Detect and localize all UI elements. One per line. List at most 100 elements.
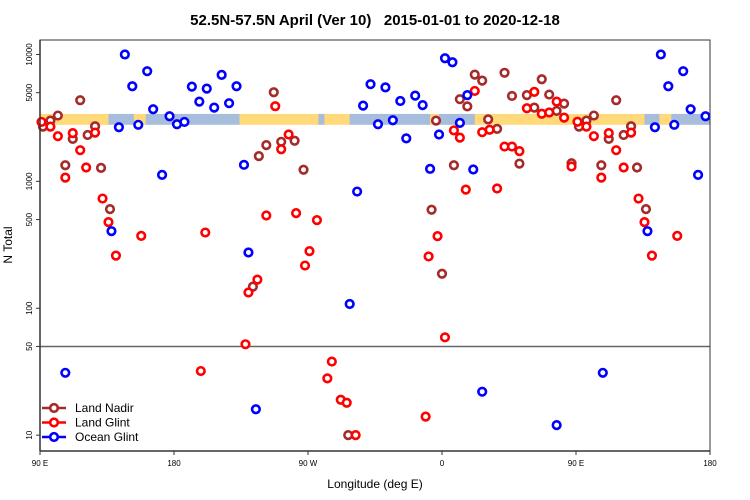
chart-title: 52.5N-57.5N April (Ver 10) 2015-01-01 to… xyxy=(190,12,560,29)
data-point xyxy=(672,230,683,241)
data-point xyxy=(60,367,71,378)
data-point xyxy=(611,145,622,156)
data-point xyxy=(261,140,272,151)
data-point xyxy=(462,90,473,101)
data-point xyxy=(95,162,107,173)
data-point xyxy=(231,81,242,92)
data-point xyxy=(499,67,510,78)
data-point xyxy=(477,75,488,86)
series-land-glint xyxy=(36,85,683,441)
data-point xyxy=(611,95,622,106)
data-point xyxy=(133,119,144,130)
data-point xyxy=(506,90,518,102)
data-point xyxy=(186,81,197,92)
data-point xyxy=(603,128,614,139)
data-point xyxy=(454,117,465,128)
legend-marker-icon xyxy=(48,431,60,443)
data-point xyxy=(685,104,696,115)
data-point xyxy=(289,135,300,146)
data-point xyxy=(357,100,369,111)
data-point xyxy=(261,210,272,221)
data-point xyxy=(75,145,86,156)
data-point xyxy=(640,204,652,215)
data-point xyxy=(597,367,608,378)
legend-item: Land Nadir xyxy=(42,401,134,415)
data-point xyxy=(401,133,412,144)
data-point xyxy=(669,119,680,130)
data-point xyxy=(420,411,431,422)
data-point xyxy=(195,365,206,377)
data-point xyxy=(558,112,570,123)
data-point xyxy=(484,124,495,135)
data-point xyxy=(341,397,352,408)
data-point xyxy=(514,146,525,157)
legend-item: Land Glint xyxy=(42,416,130,430)
data-point xyxy=(536,74,547,85)
data-point xyxy=(506,141,518,152)
data-point xyxy=(678,66,689,77)
data-point xyxy=(448,160,460,171)
data-point xyxy=(625,127,637,138)
y-axis: 10 50 100 500 1000 5000 10000 xyxy=(25,40,41,451)
series-ocean-glint xyxy=(60,49,711,431)
legend-marker-icon xyxy=(48,417,60,428)
legend-label: Land Glint xyxy=(75,416,130,430)
data-point xyxy=(551,419,562,431)
data-point xyxy=(110,250,122,261)
data-point xyxy=(447,57,458,68)
data-point xyxy=(646,250,658,261)
y-tick-label: 50 xyxy=(25,341,34,350)
data-point xyxy=(468,164,479,175)
data-point xyxy=(304,246,315,257)
data-point xyxy=(299,260,311,271)
data-point xyxy=(350,430,361,441)
data-point xyxy=(156,169,168,180)
data-point xyxy=(201,83,212,94)
data-point xyxy=(639,217,650,228)
plot-frame xyxy=(39,39,711,452)
band-segment-ocean xyxy=(145,113,241,125)
data-point xyxy=(692,169,704,180)
data-point xyxy=(253,151,264,162)
data-point xyxy=(268,87,279,98)
data-point xyxy=(448,125,460,136)
data-point xyxy=(298,164,309,175)
data-point xyxy=(243,247,254,258)
data-point xyxy=(588,131,599,142)
data-point xyxy=(572,116,583,127)
data-point xyxy=(424,163,436,174)
y-tick-label: 5000 xyxy=(25,83,34,101)
data-point xyxy=(700,111,711,122)
data-point xyxy=(477,386,488,397)
data-point xyxy=(243,287,254,298)
data-point xyxy=(250,404,261,415)
data-point xyxy=(52,110,63,121)
data-point xyxy=(439,332,451,343)
data-point xyxy=(372,119,384,130)
data-point xyxy=(423,251,434,262)
data-point xyxy=(60,160,71,171)
data-point xyxy=(106,226,117,237)
data-point xyxy=(164,111,175,122)
data-point xyxy=(290,208,302,219)
data-point xyxy=(649,122,661,133)
data-point xyxy=(113,122,125,133)
data-point xyxy=(454,132,465,143)
data-point xyxy=(238,159,250,170)
band-segment-land xyxy=(324,113,351,125)
data-point xyxy=(380,82,391,93)
legend-marker-icon xyxy=(48,402,60,414)
data-point xyxy=(618,162,629,173)
data-point xyxy=(36,116,47,128)
band-segment-land xyxy=(133,113,147,125)
data-point xyxy=(67,128,78,139)
data-point xyxy=(436,268,448,279)
data-point xyxy=(410,90,421,101)
y-tick-label: 500 xyxy=(25,212,34,226)
data-point xyxy=(223,98,235,109)
data-point xyxy=(460,184,471,195)
data-point xyxy=(127,81,138,92)
data-point xyxy=(633,193,644,204)
band-segment-ocean xyxy=(644,113,660,125)
